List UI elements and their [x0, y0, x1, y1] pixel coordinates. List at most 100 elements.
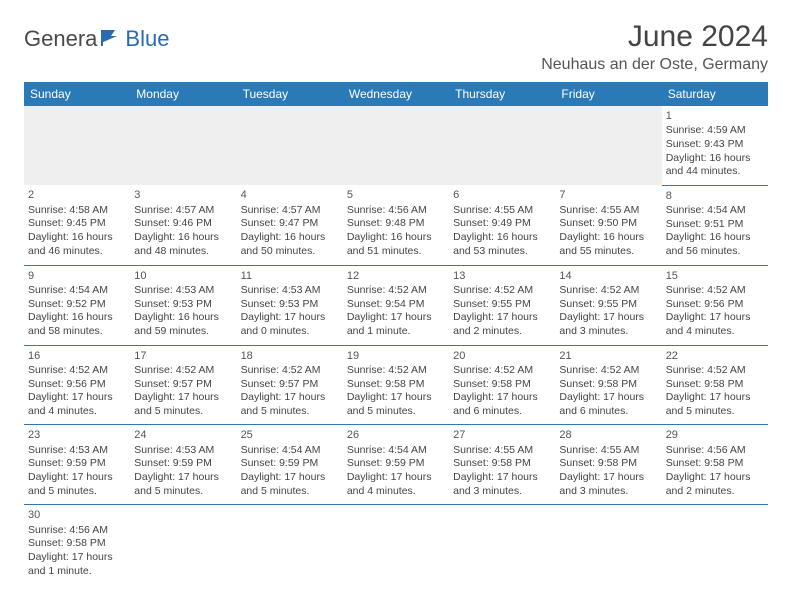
- sunset-text: Sunset: 9:47 PM: [241, 217, 339, 231]
- sunrise-text: Sunrise: 4:52 AM: [666, 284, 764, 298]
- sunset-text: Sunset: 9:57 PM: [134, 378, 232, 392]
- sunrise-text: Sunrise: 4:53 AM: [134, 444, 232, 458]
- day-header: Thursday: [449, 82, 555, 106]
- daylight-text: Daylight: 17 hours and 5 minutes.: [347, 391, 445, 418]
- sunset-text: Sunset: 9:52 PM: [28, 298, 126, 312]
- sunset-text: Sunset: 9:59 PM: [28, 457, 126, 471]
- sunset-text: Sunset: 9:58 PM: [347, 378, 445, 392]
- day-number: 8: [666, 189, 764, 203]
- daylight-text: Daylight: 17 hours and 5 minutes.: [666, 391, 764, 418]
- sunset-text: Sunset: 9:59 PM: [347, 457, 445, 471]
- calendar-cell: 23Sunrise: 4:53 AMSunset: 9:59 PMDayligh…: [24, 425, 130, 505]
- daylight-text: Daylight: 17 hours and 5 minutes.: [134, 471, 232, 498]
- day-number: 15: [666, 269, 764, 283]
- calendar-cell: 13Sunrise: 4:52 AMSunset: 9:55 PMDayligh…: [449, 265, 555, 345]
- calendar-table: Sunday Monday Tuesday Wednesday Thursday…: [24, 82, 768, 584]
- calendar-cell: 25Sunrise: 4:54 AMSunset: 9:59 PMDayligh…: [237, 425, 343, 505]
- page-header: Genera Blue June 2024 Neuhaus an der Ost…: [24, 20, 768, 74]
- sunrise-text: Sunrise: 4:55 AM: [453, 444, 551, 458]
- sunset-text: Sunset: 9:53 PM: [241, 298, 339, 312]
- sunset-text: Sunset: 9:58 PM: [453, 457, 551, 471]
- month-title: June 2024: [541, 20, 768, 54]
- logo-text-2: Blue: [125, 26, 169, 52]
- sunrise-text: Sunrise: 4:53 AM: [28, 444, 126, 458]
- calendar-cell: 24Sunrise: 4:53 AMSunset: 9:59 PMDayligh…: [130, 425, 236, 505]
- sunrise-text: Sunrise: 4:52 AM: [453, 284, 551, 298]
- calendar-cell: 12Sunrise: 4:52 AMSunset: 9:54 PMDayligh…: [343, 265, 449, 345]
- calendar-cell: 5Sunrise: 4:56 AMSunset: 9:48 PMDaylight…: [343, 185, 449, 265]
- day-number: 19: [347, 349, 445, 363]
- calendar-cell: 20Sunrise: 4:52 AMSunset: 9:58 PMDayligh…: [449, 345, 555, 425]
- daylight-text: Daylight: 17 hours and 4 minutes.: [666, 311, 764, 338]
- day-number: 25: [241, 428, 339, 442]
- daylight-text: Daylight: 17 hours and 4 minutes.: [347, 471, 445, 498]
- daylight-text: Daylight: 17 hours and 5 minutes.: [241, 391, 339, 418]
- daylight-text: Daylight: 17 hours and 2 minutes.: [666, 471, 764, 498]
- day-number: 21: [559, 349, 657, 363]
- calendar-cell: [237, 106, 343, 185]
- daylight-text: Daylight: 17 hours and 4 minutes.: [28, 391, 126, 418]
- day-number: 14: [559, 269, 657, 283]
- sunset-text: Sunset: 9:54 PM: [347, 298, 445, 312]
- sunset-text: Sunset: 9:43 PM: [666, 138, 764, 152]
- day-number: 11: [241, 269, 339, 283]
- calendar-cell: [24, 106, 130, 185]
- sunset-text: Sunset: 9:58 PM: [28, 537, 126, 551]
- logo: Genera Blue: [24, 26, 169, 52]
- calendar-cell: 19Sunrise: 4:52 AMSunset: 9:58 PMDayligh…: [343, 345, 449, 425]
- calendar-row: 30Sunrise: 4:56 AMSunset: 9:58 PMDayligh…: [24, 505, 768, 584]
- sunrise-text: Sunrise: 4:54 AM: [347, 444, 445, 458]
- day-number: 30: [28, 508, 126, 522]
- sunrise-text: Sunrise: 4:56 AM: [28, 524, 126, 538]
- calendar-row: 2Sunrise: 4:58 AMSunset: 9:45 PMDaylight…: [24, 185, 768, 265]
- daylight-text: Daylight: 17 hours and 3 minutes.: [559, 471, 657, 498]
- day-number: 10: [134, 269, 232, 283]
- sunrise-text: Sunrise: 4:54 AM: [666, 204, 764, 218]
- sunset-text: Sunset: 9:45 PM: [28, 217, 126, 231]
- day-number: 4: [241, 188, 339, 202]
- calendar-row: 16Sunrise: 4:52 AMSunset: 9:56 PMDayligh…: [24, 345, 768, 425]
- calendar-cell: 22Sunrise: 4:52 AMSunset: 9:58 PMDayligh…: [662, 345, 768, 425]
- calendar-cell: 27Sunrise: 4:55 AMSunset: 9:58 PMDayligh…: [449, 425, 555, 505]
- calendar-cell: 18Sunrise: 4:52 AMSunset: 9:57 PMDayligh…: [237, 345, 343, 425]
- sunrise-text: Sunrise: 4:52 AM: [453, 364, 551, 378]
- daylight-text: Daylight: 16 hours and 58 minutes.: [28, 311, 126, 338]
- sunset-text: Sunset: 9:59 PM: [134, 457, 232, 471]
- day-number: 5: [347, 188, 445, 202]
- day-header: Monday: [130, 82, 236, 106]
- sunrise-text: Sunrise: 4:59 AM: [666, 124, 764, 138]
- daylight-text: Daylight: 16 hours and 46 minutes.: [28, 231, 126, 258]
- sunrise-text: Sunrise: 4:54 AM: [28, 284, 126, 298]
- calendar-cell: 2Sunrise: 4:58 AMSunset: 9:45 PMDaylight…: [24, 185, 130, 265]
- location: Neuhaus an der Oste, Germany: [541, 56, 768, 74]
- day-number: 18: [241, 349, 339, 363]
- calendar-cell: 9Sunrise: 4:54 AMSunset: 9:52 PMDaylight…: [24, 265, 130, 345]
- calendar-cell: [130, 106, 236, 185]
- calendar-cell: [343, 106, 449, 185]
- sunrise-text: Sunrise: 4:52 AM: [347, 364, 445, 378]
- sunrise-text: Sunrise: 4:52 AM: [28, 364, 126, 378]
- sunset-text: Sunset: 9:53 PM: [134, 298, 232, 312]
- day-number: 20: [453, 349, 551, 363]
- daylight-text: Daylight: 16 hours and 51 minutes.: [347, 231, 445, 258]
- sunset-text: Sunset: 9:59 PM: [241, 457, 339, 471]
- day-number: 28: [559, 428, 657, 442]
- sunset-text: Sunset: 9:56 PM: [666, 298, 764, 312]
- daylight-text: Daylight: 16 hours and 53 minutes.: [453, 231, 551, 258]
- daylight-text: Daylight: 16 hours and 59 minutes.: [134, 311, 232, 338]
- calendar-cell: 28Sunrise: 4:55 AMSunset: 9:58 PMDayligh…: [555, 425, 661, 505]
- sunset-text: Sunset: 9:51 PM: [666, 218, 764, 232]
- calendar-cell: 7Sunrise: 4:55 AMSunset: 9:50 PMDaylight…: [555, 185, 661, 265]
- day-number: 26: [347, 428, 445, 442]
- calendar-cell: [237, 505, 343, 584]
- sunrise-text: Sunrise: 4:52 AM: [559, 284, 657, 298]
- day-number: 16: [28, 349, 126, 363]
- calendar-cell: [343, 505, 449, 584]
- day-header: Friday: [555, 82, 661, 106]
- daylight-text: Daylight: 17 hours and 6 minutes.: [453, 391, 551, 418]
- sunrise-text: Sunrise: 4:52 AM: [241, 364, 339, 378]
- sunset-text: Sunset: 9:58 PM: [666, 457, 764, 471]
- calendar-cell: [555, 505, 661, 584]
- day-number: 6: [453, 188, 551, 202]
- calendar-cell: 17Sunrise: 4:52 AMSunset: 9:57 PMDayligh…: [130, 345, 236, 425]
